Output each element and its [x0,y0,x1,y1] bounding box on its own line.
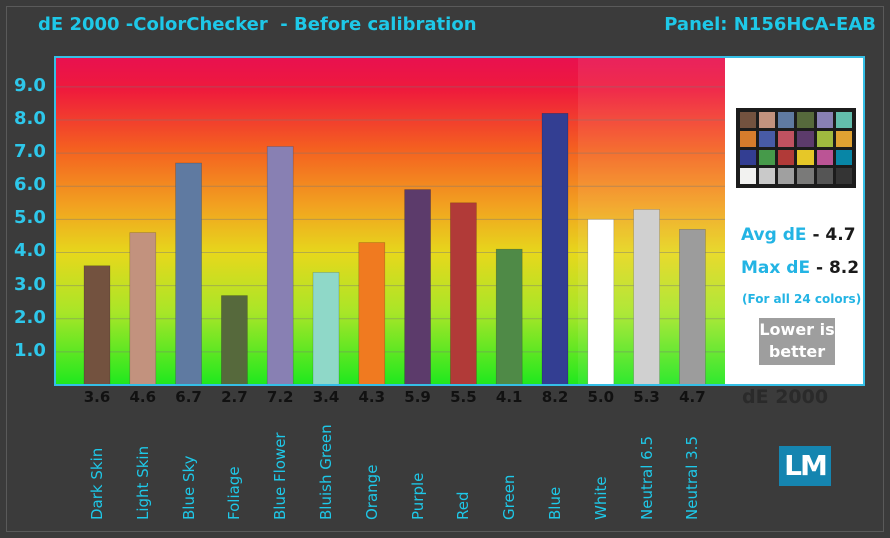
checker-patch [816,112,833,128]
avg-de-label: Avg dE [741,225,807,245]
checker-patch [778,112,795,128]
colors-note: (For all 24 colors) [742,292,862,306]
checker-patch [797,149,814,166]
bar [633,209,660,386]
category-label: Light Skin [133,445,152,520]
checker-patch [778,130,795,147]
y-tick-label: 7.0 [14,141,46,163]
bar [175,162,202,386]
y-tick-label: 5.0 [14,207,46,229]
category-label: Green [500,474,519,520]
checker-patch [759,112,776,128]
value-label: 8.2 [541,388,569,406]
checker-patch [835,130,852,147]
category-label: Foliage [225,466,244,520]
value-label: 7.2 [266,388,294,406]
bar [312,272,340,386]
unit-label: dE 2000 [742,386,829,408]
panel-label: Panel: N156HCA-EAB [664,14,876,35]
bar [541,113,569,386]
category-label: Blue Flower [271,432,290,520]
checker-patch [835,168,852,184]
value-label: 3.6 [83,388,111,406]
y-tick-label: 1.0 [14,339,46,361]
bar [679,228,706,386]
checker-patch [740,149,757,166]
category-label: Dark Skin [88,447,106,520]
y-tick-label: 3.0 [14,273,46,295]
checker-patch [835,112,852,128]
value-label: 5.0 [587,388,615,406]
bar [266,146,294,386]
bar [83,265,111,386]
chart-title: dE 2000 -ColorChecker - Before calibrati… [38,14,477,35]
checker-patch [835,149,852,166]
checker-patch [759,168,776,184]
y-tick-label: 6.0 [14,174,46,196]
value-label: 4.7 [679,388,706,406]
category-label: White [591,476,610,520]
avg-de-stat: Avg dE - 4.7 [741,225,856,245]
value-label: 4.3 [358,388,386,406]
checker-patch [778,168,795,184]
value-label: 2.7 [221,388,248,406]
bar [450,202,477,386]
value-label: 5.3 [633,388,660,406]
badge-line-2: better [768,342,826,361]
bar [587,219,615,386]
category-label: Neutral 3.5 [683,436,702,520]
checker-patch [740,112,757,128]
value-label: 6.7 [175,388,202,406]
bar [404,189,431,386]
lower-is-better-badge: Lower is better [759,318,835,365]
checker-patch [816,130,833,147]
bar [129,232,157,386]
category-label: Red [454,491,473,521]
max-de-stat: Max dE - 8.2 [741,258,859,278]
colorchecker-image [736,108,856,188]
value-label: 3.4 [312,388,340,406]
y-tick-label: 9.0 [14,74,46,96]
category-label: Bluish Green [317,424,335,520]
checker-patch [740,168,757,184]
category-label: Purple [408,472,427,520]
bar [358,242,386,386]
value-label: 5.5 [450,388,477,406]
chart-frame [6,6,884,532]
lm-logo: LM [779,446,831,486]
checker-patch [816,149,833,166]
y-tick-label: 2.0 [14,306,46,328]
category-label: Blue Sky [179,455,198,520]
value-label: 5.9 [404,388,431,406]
checker-patch [759,149,776,166]
checker-patch [778,149,795,166]
checker-patch [816,168,833,184]
y-tick-label: 8.0 [14,107,46,129]
category-label: Blue [546,486,564,520]
checker-patch [797,168,814,184]
checker-patch [797,130,814,147]
value-label: 4.6 [129,388,157,406]
badge-line-1: Lower is [759,320,835,339]
max-de-value: - 8.2 [815,258,860,278]
category-label: Orange [362,464,381,520]
bar [495,248,523,386]
bar [221,295,248,386]
checker-patch [759,130,776,147]
y-tick-label: 4.0 [14,240,46,262]
max-de-label: Max dE [741,258,811,278]
category-label: Neutral 6.5 [637,436,656,520]
checker-patch [797,112,814,128]
value-label: 4.1 [495,388,523,406]
avg-de-value: - 4.7 [812,225,856,245]
checker-patch [740,130,757,147]
